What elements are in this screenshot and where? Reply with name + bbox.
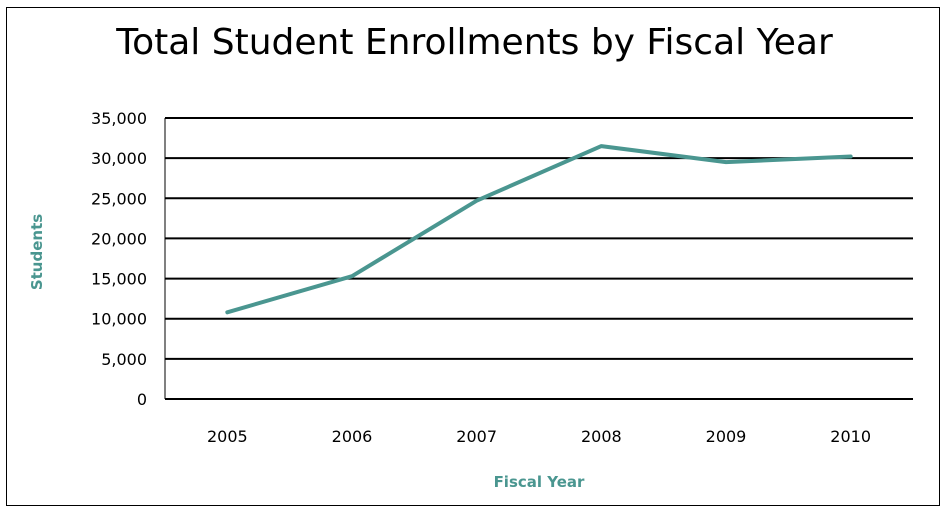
x-tick-label: 2009 [706, 427, 747, 446]
x-axis-title: Fiscal Year [494, 473, 585, 491]
x-tick-label: 2006 [332, 427, 373, 446]
y-tick-labels: 0 5,000 10,000 15,000 20,000 25,000 30,000 35,0… [91, 109, 147, 409]
y-tick-label: 10,000 [91, 310, 147, 329]
y-tick-label: 15,000 [91, 270, 147, 289]
y-tick-label: 25,000 [91, 189, 147, 208]
y-tick-label: 5,000 [101, 350, 147, 369]
chart-frame [6, 7, 940, 506]
x-tick-label: 2010 [830, 427, 871, 446]
y-tick-label: 35,000 [91, 109, 147, 128]
series-line [225, 144, 853, 315]
x-tick-label: 2008 [581, 427, 622, 446]
gridlines [164, 117, 913, 400]
y-tick-label: 30,000 [91, 149, 147, 168]
x-tick-label: 2005 [207, 427, 248, 446]
y-axis-title: Students [28, 214, 46, 290]
x-tick-label: 2007 [456, 427, 497, 446]
chart-title: Total Student Enrollments by Fiscal Year [116, 22, 833, 63]
y-tick-label: 0 [137, 390, 147, 409]
series-lines [225, 144, 853, 315]
y-tick-label: 20,000 [91, 229, 147, 248]
x-tick-labels: 2005 2006 2007 2008 2009 2010 [207, 427, 871, 446]
